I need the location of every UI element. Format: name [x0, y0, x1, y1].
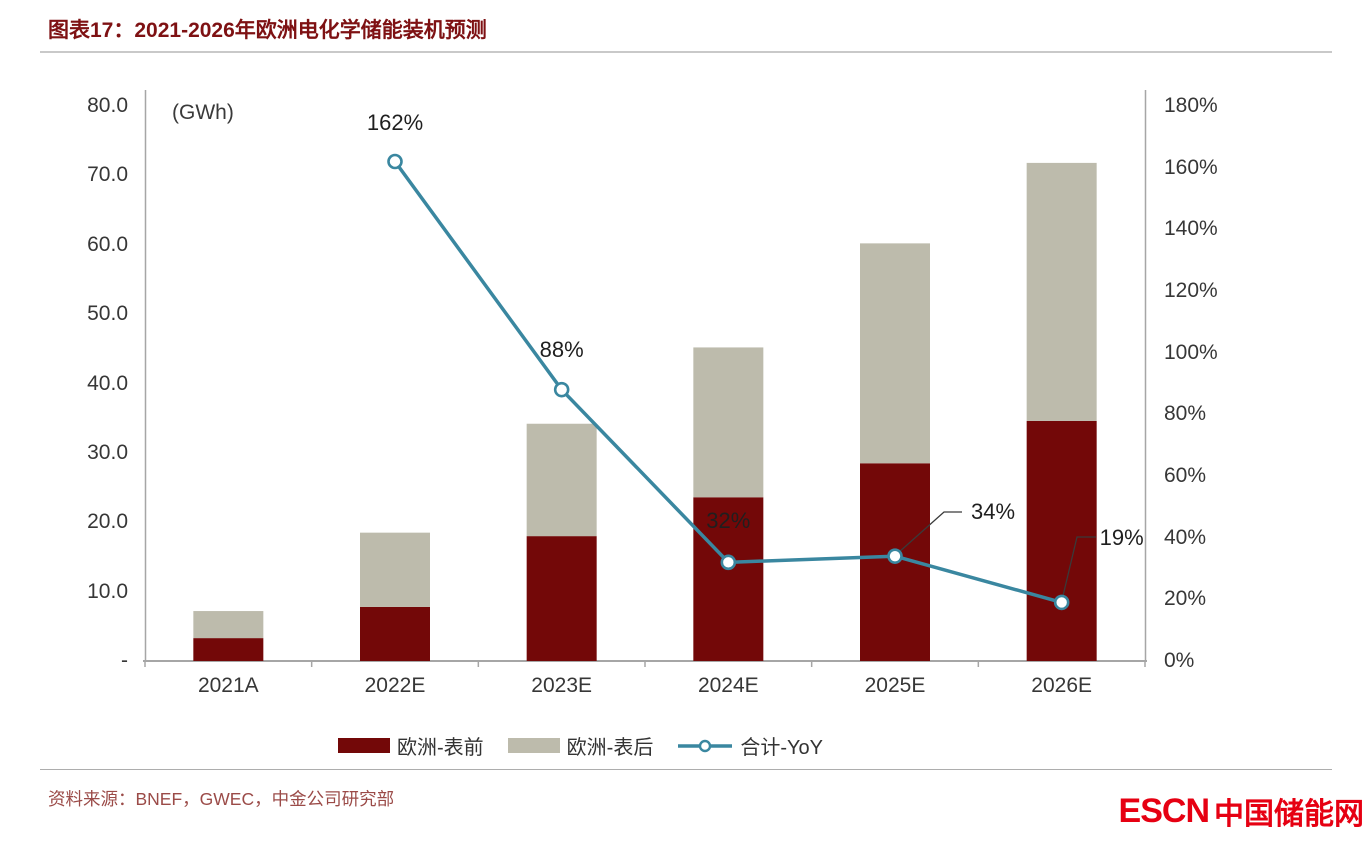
footer-divider	[40, 769, 1332, 770]
right-axis-tick-label: 20%	[1164, 587, 1207, 611]
x-axis-category-label: 2022E	[364, 674, 426, 697]
legend-label: 欧洲-表后	[566, 737, 654, 759]
bar-behind-2022E	[360, 532, 430, 607]
yoy-point-label: 19%	[1099, 525, 1144, 551]
right-axis-tick-label: 100%	[1164, 340, 1218, 364]
right-axis-tick-label: 0%	[1164, 649, 1195, 672]
yoy-marker-2024E	[720, 554, 737, 571]
bar-behind-2021A	[193, 611, 264, 639]
right-axis-tick-label: 140%	[1164, 217, 1218, 241]
yoy-point-label: 162%	[366, 109, 424, 135]
yoy-marker-2026E	[1053, 594, 1070, 611]
legend-bar-swatch	[338, 738, 390, 753]
escn-logo-cn: 中国储能网	[1214, 798, 1364, 831]
legend-label: 合计-YoY	[740, 737, 823, 759]
legend-item: 欧洲-表前	[338, 731, 484, 760]
label-leader-line	[897, 511, 962, 554]
left-axis-tick-label: 70.0	[87, 163, 128, 187]
bar-behind-2024E	[693, 347, 764, 498]
x-axis-category-label: 2021A	[197, 674, 259, 697]
x-axis-category-label: 2024E	[697, 674, 759, 697]
bar-behind-2025E	[860, 243, 930, 464]
right-axis-tick-label: 120%	[1164, 279, 1218, 302]
left-axis-tick-label: 40.0	[87, 371, 128, 395]
bar-behind-2026E	[1026, 162, 1097, 421]
bar-front-2022E	[360, 606, 430, 661]
yoy-marker-2022E	[387, 153, 403, 170]
escn-logo: ESCN 中国储能网	[1119, 789, 1364, 833]
right-axis-tick-label: 60%	[1164, 464, 1207, 487]
right-axis-tick-label: 180%	[1164, 94, 1218, 117]
bar-behind-2023E	[526, 423, 597, 537]
bar-front-2024E	[693, 497, 764, 661]
x-axis-category-label: 2023E	[531, 674, 593, 697]
yoy-marker-2025E	[887, 548, 903, 564]
right-axis-tick-label: 80%	[1164, 402, 1207, 426]
left-axis-tick-label: 80.0	[87, 94, 128, 117]
left-axis-tick-label: 10.0	[87, 579, 128, 603]
left-axis-tick-label: 30.0	[87, 440, 128, 464]
left-axis-tick-label: 20.0	[87, 510, 128, 534]
figure-title: 图表17：2021-2026年欧洲电化学储能装机预测	[48, 19, 487, 42]
right-axis-tick-label: 160%	[1164, 155, 1218, 179]
title-divider	[40, 51, 1332, 53]
yoy-point-label: 34%	[970, 499, 1016, 525]
legend-line-swatch	[678, 739, 733, 752]
x-axis-category-label: 2026E	[1031, 674, 1093, 697]
legend-item: 合计-YoY	[677, 731, 823, 760]
left-axis-unit-label: (GWh)	[172, 101, 234, 124]
right-axis-tick-label: 40%	[1164, 525, 1207, 549]
yoy-marker-2023E	[553, 381, 570, 398]
legend-bar-swatch	[507, 738, 560, 753]
chart-legend: 欧洲-表前 欧洲-表后 合计-YoY	[338, 731, 823, 760]
legend-label: 欧洲-表前	[397, 737, 484, 759]
x-axis-category-label: 2025E	[864, 674, 926, 697]
left-axis-tick-label: 50.0	[87, 302, 128, 326]
left-axis-tick-label: -	[121, 649, 128, 672]
legend-item: 欧洲-表后	[507, 731, 654, 760]
bar-front-2023E	[526, 536, 597, 661]
yoy-point-label: 32%	[706, 508, 751, 534]
bar-front-2021A	[193, 638, 264, 661]
left-axis-tick-label: 60.0	[87, 232, 128, 256]
source-note: 资料来源：BNEF，GWEC，中金公司研究部	[48, 789, 395, 809]
escn-logo-en: ESCN	[1118, 791, 1210, 830]
bar-front-2026E	[1026, 420, 1097, 661]
label-leader-line	[1061, 536, 1096, 601]
yoy-point-label: 88%	[539, 336, 584, 362]
